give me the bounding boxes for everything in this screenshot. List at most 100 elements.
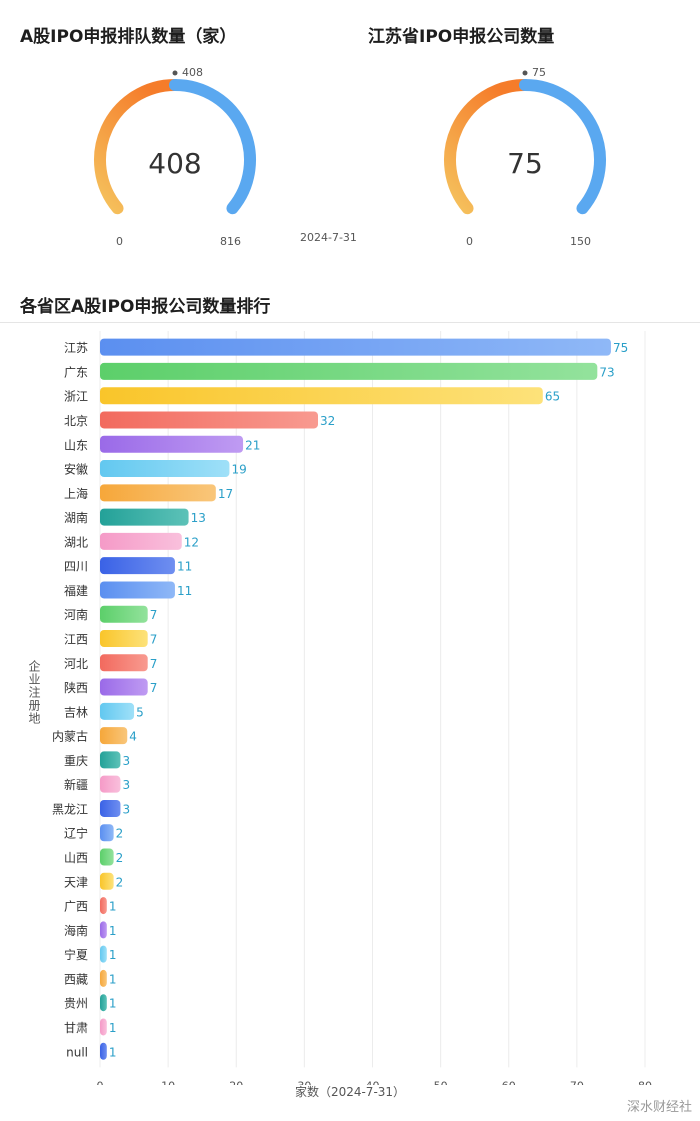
data-label: 1: [109, 1045, 117, 1059]
y-tick-label: 安徽: [64, 462, 88, 477]
data-label: 3: [122, 802, 130, 816]
data-label: 13: [191, 511, 206, 525]
x-tick-label: 10: [161, 1079, 175, 1085]
bar: [100, 362, 598, 380]
gauge-remaining-arc: [519, 79, 606, 215]
x-tick-label: 0: [97, 1079, 104, 1085]
data-label: 1: [109, 900, 117, 914]
y-tick-label: 湖北: [64, 534, 88, 549]
y-tick-label: 福建: [64, 583, 88, 598]
x-axis-label: 家数（2024-7-31）: [294, 1085, 406, 1099]
data-label: 11: [177, 560, 192, 574]
data-label: 7: [150, 657, 158, 671]
bar: [100, 897, 107, 915]
y-tick-label: 天津: [64, 875, 88, 889]
y-tick-label: 江西: [64, 633, 88, 647]
bar: [100, 1042, 107, 1060]
bar: [100, 460, 230, 478]
gauge-value-arc: [444, 79, 531, 215]
bar: [100, 557, 175, 575]
jiangsu-gauge: 75 75 0 150: [440, 55, 660, 255]
data-label: 1: [109, 997, 117, 1011]
bar: [100, 508, 189, 526]
bar: [100, 338, 611, 356]
y-tick-label: 广东: [64, 365, 88, 379]
y-tick-label: 辽宁: [64, 826, 88, 841]
y-tick-label: 西藏: [64, 972, 88, 986]
data-label: 7: [150, 608, 158, 622]
gauge-value: 75: [507, 147, 543, 180]
x-tick-label: 60: [502, 1079, 516, 1085]
y-tick-label: 宁夏: [64, 947, 88, 962]
data-label: 75: [613, 341, 628, 355]
bar: [100, 581, 175, 599]
x-tick-label: 30: [297, 1079, 311, 1085]
y-tick-label: 江苏: [64, 341, 88, 355]
y-tick-label: 海南: [64, 923, 88, 938]
y-tick-label: 吉林: [64, 705, 88, 719]
divider: [0, 322, 700, 323]
x-tick-label: 70: [570, 1079, 584, 1085]
brand-watermark: 深水财经社: [626, 1100, 692, 1115]
bar: [100, 1018, 107, 1036]
y-tick-label: 内蒙古: [52, 729, 88, 744]
gauge-max-label: 150: [570, 235, 591, 248]
bar: [100, 824, 114, 842]
y-tick-label: 贵州: [64, 997, 88, 1011]
bar: [100, 532, 182, 550]
bar: [100, 630, 148, 647]
bar: [100, 969, 107, 987]
bar: [100, 654, 148, 672]
y-tick-label: 北京: [64, 414, 88, 428]
data-label: 19: [231, 463, 246, 477]
bar: [100, 484, 216, 502]
bar: [100, 775, 121, 793]
bar: [100, 945, 107, 963]
y-tick-label: 山东: [64, 438, 88, 452]
data-label: 1: [109, 1021, 117, 1035]
data-label: 2: [116, 875, 124, 889]
data-label: 11: [177, 584, 192, 598]
x-tick-label: 80: [638, 1079, 652, 1085]
y-tick-label: 重庆: [64, 754, 88, 768]
gauge-pointer-dot: [172, 70, 178, 76]
data-label: 3: [122, 754, 130, 768]
gauge-value: 408: [148, 147, 202, 180]
bar: [100, 848, 114, 866]
bar: [100, 921, 107, 939]
data-label: 65: [545, 390, 560, 404]
x-tick-label: 50: [434, 1079, 448, 1085]
gauge-title-queue: A股IPO申报排队数量（家）: [20, 27, 237, 47]
queue-gauge-arc: [94, 70, 256, 215]
y-tick-label: 浙江: [64, 390, 88, 404]
bar: [100, 605, 148, 623]
gauge-min-label: 0: [466, 235, 473, 248]
y-tick-label: 四川: [64, 560, 88, 574]
gauge-max-label: 816: [220, 235, 241, 248]
data-label: 2: [116, 827, 124, 841]
y-tick-label: 黑龙江: [52, 802, 88, 816]
data-label: 5: [136, 705, 144, 719]
queue-gauge: 408 408 0 816: [90, 55, 310, 255]
province-bar-chart: 01020304050607080江苏75广东73浙江65北京32山东21安徽1…: [52, 331, 652, 1085]
data-label: 12: [184, 535, 199, 549]
data-label: 7: [150, 681, 158, 695]
jiangsu-gauge-arc: [444, 70, 606, 215]
bar: [100, 678, 148, 696]
y-tick-label: 新疆: [64, 777, 88, 792]
gauge-remaining-arc: [169, 79, 256, 215]
y-tick-label: 甘肃: [64, 1021, 88, 1035]
data-label: 73: [599, 365, 614, 379]
data-label: 4: [129, 730, 137, 744]
y-tick-label: null: [66, 1045, 88, 1059]
data-label: 32: [320, 414, 335, 428]
data-label: 17: [218, 487, 233, 501]
y-tick-label: 河南: [64, 607, 88, 622]
gauge-value-arc: [94, 79, 181, 215]
gauge-pointer-dot: [522, 70, 528, 76]
bar: [100, 751, 121, 769]
gauge-min-label: 0: [116, 235, 123, 248]
gauge-pointer-label: 408: [182, 66, 203, 79]
y-tick-label: 上海: [64, 486, 88, 501]
bar: [100, 435, 244, 453]
